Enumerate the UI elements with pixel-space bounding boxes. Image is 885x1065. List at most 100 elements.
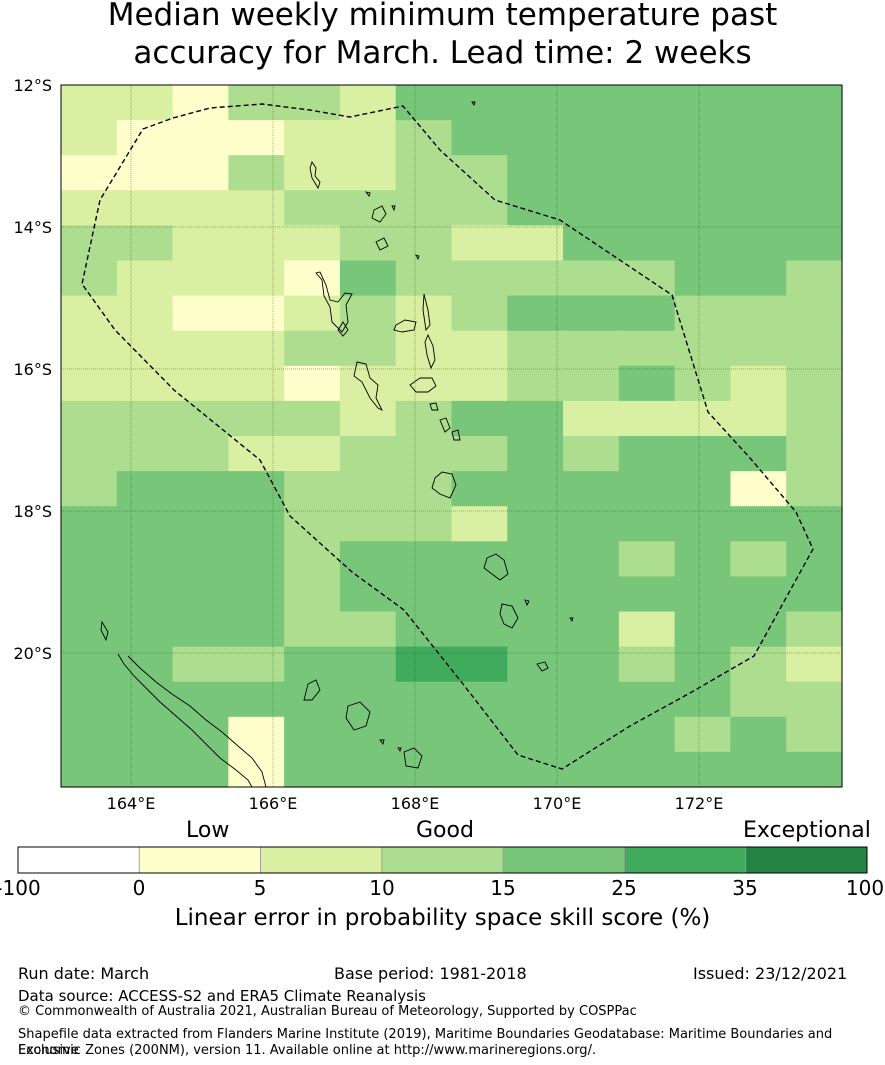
grid-cell bbox=[339, 506, 397, 542]
grid-cell bbox=[451, 85, 508, 121]
grid-cell bbox=[507, 611, 564, 648]
grid-cell bbox=[61, 400, 118, 437]
grid-cell bbox=[116, 295, 174, 332]
grid-cell bbox=[284, 400, 341, 437]
grid-cell bbox=[451, 400, 508, 437]
grid-cell bbox=[395, 330, 453, 367]
grid-cell bbox=[730, 471, 787, 507]
lat-label-16s: 16°S bbox=[13, 360, 52, 379]
grid-cell bbox=[507, 190, 564, 226]
grid-cell bbox=[116, 120, 174, 156]
category-good: Good bbox=[416, 818, 474, 843]
grid-cell bbox=[730, 295, 787, 332]
grid-cell bbox=[674, 611, 732, 648]
colorbar-tick: 35 bbox=[732, 876, 758, 900]
grid-cell bbox=[395, 541, 453, 577]
island-ambrym bbox=[409, 377, 437, 393]
grid-cell bbox=[339, 576, 397, 613]
grid-cell bbox=[618, 681, 676, 718]
grid-cell bbox=[507, 541, 564, 577]
issued-date: Issued: 23/12/2021 bbox=[693, 964, 848, 983]
grid-cell bbox=[618, 400, 676, 437]
grid-cell bbox=[786, 681, 843, 718]
grid-cell bbox=[730, 400, 787, 437]
grid-cell bbox=[618, 716, 676, 753]
grid-cell bbox=[395, 436, 453, 472]
grid-cell bbox=[116, 436, 174, 472]
grid-cell bbox=[228, 646, 285, 683]
grid-cell bbox=[563, 646, 620, 683]
grid-cell bbox=[786, 541, 843, 577]
colorbar-segment bbox=[138, 846, 261, 874]
grid-cell bbox=[228, 120, 285, 156]
grid-cell bbox=[284, 365, 341, 402]
grid-cell bbox=[61, 506, 118, 542]
island-small-6 bbox=[471, 101, 476, 107]
title-line-2: accuracy for March. Lead time: 2 weeks bbox=[133, 35, 752, 71]
grid-cell bbox=[786, 155, 843, 191]
grid-cell bbox=[730, 681, 787, 718]
grid-cell bbox=[507, 506, 564, 542]
shapefile-credit-2: Economic Zones (200NM), version 11. Avai… bbox=[18, 1043, 597, 1058]
grid-cell bbox=[451, 541, 508, 577]
grid-cell bbox=[61, 436, 118, 472]
grid-cell bbox=[116, 155, 174, 191]
grid-cell bbox=[395, 576, 453, 613]
grid-cell bbox=[339, 120, 397, 156]
grid-cell bbox=[730, 155, 787, 191]
grid-cell bbox=[730, 120, 787, 156]
island-ouvea bbox=[303, 679, 321, 701]
grid-cell bbox=[674, 400, 732, 437]
category-exceptional: Exceptional bbox=[743, 818, 871, 843]
grid-cell bbox=[674, 85, 732, 121]
island-shepherds bbox=[451, 429, 461, 441]
grid-cell bbox=[116, 190, 174, 226]
island-malekula bbox=[353, 361, 384, 412]
island-efate bbox=[431, 471, 457, 499]
grid-cell bbox=[172, 646, 229, 683]
grid-cell bbox=[116, 751, 174, 788]
grid-cell bbox=[395, 225, 453, 262]
grid-cell bbox=[284, 260, 341, 297]
grid-cell bbox=[451, 295, 508, 332]
grid-cell bbox=[228, 751, 285, 788]
island-malo bbox=[337, 321, 349, 337]
grid-cell bbox=[61, 120, 118, 156]
grid-cell bbox=[395, 365, 453, 402]
grid-cell bbox=[563, 225, 620, 262]
grid-cell bbox=[395, 681, 453, 718]
grid-cell bbox=[618, 576, 676, 613]
grid-cell bbox=[172, 365, 229, 402]
grid-cell bbox=[339, 400, 397, 437]
grid-cell bbox=[284, 751, 341, 788]
grid-cell bbox=[284, 436, 341, 472]
grid-cell bbox=[172, 541, 229, 577]
grid-cell bbox=[507, 365, 564, 402]
grid-cell bbox=[451, 506, 508, 542]
category-low: Low bbox=[186, 818, 230, 843]
grid-cell bbox=[451, 611, 508, 648]
grid-cell bbox=[730, 365, 787, 402]
colorbar-segment bbox=[260, 846, 383, 874]
grid-cell bbox=[228, 260, 285, 297]
island-small-3 bbox=[415, 254, 420, 261]
lon-label-172e: 172°E bbox=[675, 794, 724, 813]
grid-cell bbox=[507, 751, 564, 788]
grid-cell bbox=[563, 436, 620, 472]
eez-boundary bbox=[81, 103, 814, 770]
grid-cell bbox=[674, 190, 732, 226]
grid-cell bbox=[172, 436, 229, 472]
grid-cell bbox=[116, 225, 174, 262]
grid-cell bbox=[451, 646, 508, 683]
grid-cell bbox=[116, 646, 174, 683]
grid-cell bbox=[339, 295, 397, 332]
grid-cell bbox=[395, 611, 453, 648]
grid-cell bbox=[395, 716, 453, 753]
grid-cell bbox=[172, 400, 229, 437]
island-tanna bbox=[499, 603, 519, 629]
grid-cell bbox=[786, 576, 843, 613]
grid-cell bbox=[730, 225, 787, 262]
grid-cell bbox=[395, 85, 453, 121]
grid-cell bbox=[563, 400, 620, 437]
grid-cell bbox=[674, 646, 732, 683]
